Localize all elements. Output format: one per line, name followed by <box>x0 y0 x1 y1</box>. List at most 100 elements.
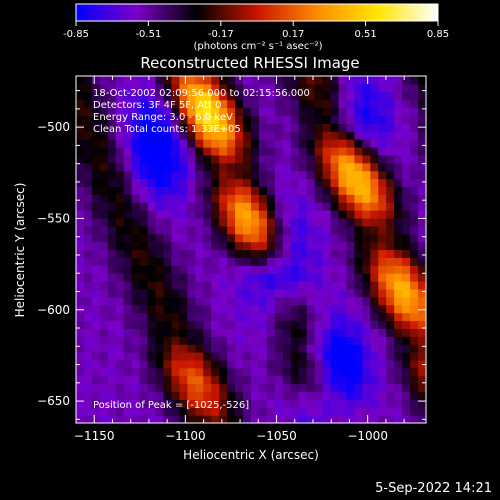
heatmap-cell <box>211 210 220 219</box>
heatmap-cell <box>394 76 403 85</box>
heatmap-cell <box>386 233 395 243</box>
heatmap-cell <box>187 352 196 361</box>
heatmap-cell <box>115 162 125 172</box>
heatmap-cell <box>187 178 196 188</box>
heatmap-cell <box>378 131 387 140</box>
heatmap-cell <box>91 344 101 353</box>
heatmap-cell <box>235 91 244 101</box>
heatmap-cell <box>322 233 332 243</box>
colorbar-unit-label: (photons cm⁻² s⁻¹ asec⁻²) <box>193 41 322 52</box>
heatmap-cell <box>354 91 363 101</box>
heatmap-cell <box>219 336 228 345</box>
heatmap-cell <box>76 233 85 243</box>
heatmap-cell <box>235 288 244 298</box>
heatmap-cell <box>243 296 252 306</box>
heatmap-cell <box>354 170 363 180</box>
heatmap-cell <box>346 123 355 132</box>
heatmap-cell <box>131 194 141 203</box>
heatmap-cell <box>131 344 141 353</box>
heatmap-cell <box>179 107 188 117</box>
heatmap-cell <box>258 178 268 188</box>
heatmap-cell <box>131 296 141 306</box>
heatmap-cell <box>211 257 220 266</box>
heatmap-cell <box>251 352 260 361</box>
heatmap-cell <box>346 407 355 416</box>
heatmap-cell <box>227 320 236 329</box>
heatmap-cell <box>346 344 355 353</box>
heatmap-cell <box>338 107 348 117</box>
heatmap-cell <box>346 359 355 369</box>
heatmap-cell <box>227 383 236 393</box>
heatmap-cell <box>139 415 149 423</box>
heatmap-cell <box>410 312 419 322</box>
heatmap-cell <box>76 186 85 195</box>
heatmap-cell <box>179 336 188 345</box>
heatmap-cell <box>187 367 196 377</box>
heatmap-cell <box>370 328 379 337</box>
heatmap-cell <box>139 115 149 124</box>
heatmap-cell <box>187 257 196 266</box>
heatmap-cell <box>76 296 85 306</box>
heatmap-cell <box>179 383 188 393</box>
heatmap-cell <box>346 225 355 235</box>
heatmap-cell <box>370 336 379 345</box>
heatmap-cell <box>139 178 149 188</box>
heatmap-cell <box>227 415 236 423</box>
heatmap-cell <box>99 312 109 322</box>
heatmap-cell <box>314 217 324 227</box>
heatmap-cell <box>163 296 173 306</box>
heatmap-cell <box>298 359 308 369</box>
heatmap-cell <box>306 83 316 93</box>
heatmap-cell <box>203 257 212 266</box>
heatmap-cell <box>378 320 387 329</box>
heatmap-cell <box>99 123 109 132</box>
heatmap-cell <box>394 304 403 314</box>
heatmap-cell <box>338 76 348 85</box>
heatmap-cell <box>219 115 228 124</box>
heatmap-cell <box>346 312 355 322</box>
heatmap-cell <box>163 202 173 211</box>
heatmap-cell <box>251 407 260 416</box>
heatmap-cell <box>330 186 340 195</box>
heatmap-cell <box>91 178 101 188</box>
heatmap-cell <box>187 131 196 140</box>
heatmap-cell <box>298 162 308 172</box>
heatmap-cell <box>394 375 403 385</box>
heatmap-cell <box>107 76 117 85</box>
heatmap-cell <box>115 194 125 203</box>
heatmap-cell <box>171 320 180 329</box>
heatmap-cell <box>370 154 379 164</box>
heatmap-cell <box>211 107 220 117</box>
heatmap-cell <box>131 407 141 416</box>
heatmap-cell <box>258 186 268 195</box>
heatmap-cell <box>266 328 276 337</box>
heatmap-cell <box>227 312 236 322</box>
heatmap-cell <box>195 99 204 109</box>
heatmap-cell <box>91 249 101 258</box>
heatmap-cell <box>219 107 228 117</box>
heatmap-cell <box>378 265 387 274</box>
heatmap-cell <box>147 146 157 156</box>
heatmap-cell <box>314 202 324 211</box>
heatmap-cell <box>314 304 324 314</box>
heatmap-cell <box>362 344 371 353</box>
heatmap-cell <box>378 296 387 306</box>
heatmap-cell <box>147 217 157 227</box>
heatmap-cell <box>330 91 340 101</box>
heatmap-cell <box>171 304 180 314</box>
annotation-line: 18-Oct-2002 02:09:56.000 to 02:15:56.000 <box>93 88 310 99</box>
heatmap-cell <box>402 367 411 377</box>
heatmap-cell <box>155 288 165 298</box>
heatmap-cell <box>330 83 340 93</box>
heatmap-cell <box>274 344 284 353</box>
heatmap-cell <box>147 178 157 188</box>
heatmap-cell <box>139 391 149 400</box>
heatmap-cell <box>346 99 355 109</box>
x-tick-label: −1100 <box>165 429 206 443</box>
heatmap-cell <box>282 265 292 274</box>
heatmap-cell <box>131 131 141 140</box>
heatmap-cell <box>338 217 348 227</box>
heatmap-cell <box>203 170 212 180</box>
heatmap-cell <box>354 194 363 203</box>
heatmap-cell <box>91 359 101 369</box>
